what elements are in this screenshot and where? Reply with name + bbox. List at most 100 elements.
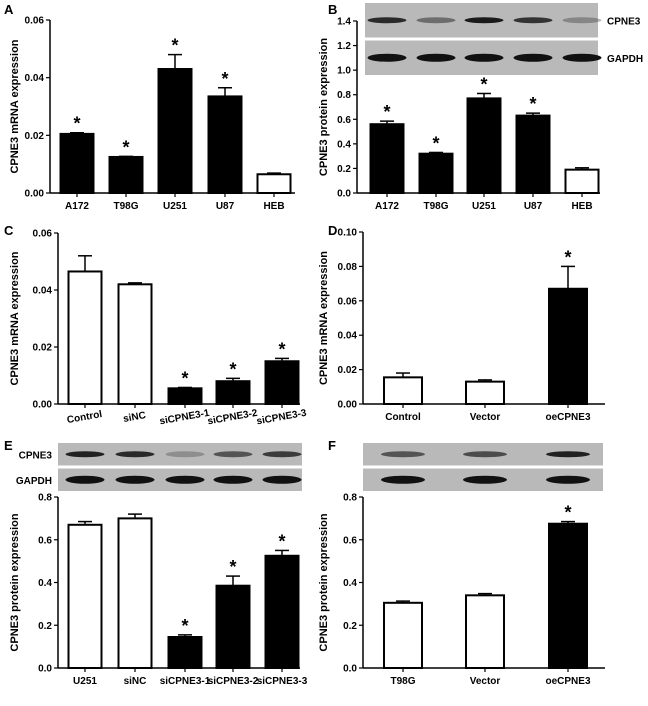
blot-band xyxy=(464,17,504,24)
y-tick-label: 0.04 xyxy=(25,73,45,84)
bar-a172 xyxy=(59,132,95,194)
y-tick-label: 0.00 xyxy=(33,400,53,411)
bar-t98g xyxy=(383,601,423,670)
x-tick-label: T98G xyxy=(113,201,138,212)
x-tick-label: siNC xyxy=(124,676,147,687)
bar-t98g xyxy=(418,152,454,194)
bar-u251 xyxy=(466,97,502,194)
y-axis-label: CPNE3 protein expression xyxy=(318,513,330,651)
blot-band xyxy=(416,17,456,24)
bar-vector xyxy=(465,594,505,670)
y-tick-label: 0.6 xyxy=(38,535,52,546)
bar-u87 xyxy=(207,95,243,194)
x-tick-label: oeCPNE3 xyxy=(545,412,590,423)
significance-star: * xyxy=(229,557,236,577)
bar-heb xyxy=(564,168,600,195)
x-tick-label: Vector xyxy=(470,412,501,423)
panel-label: E xyxy=(4,438,13,453)
x-tick-label: siNC xyxy=(122,410,146,425)
blot-band xyxy=(381,451,425,458)
x-tick-label: Vector xyxy=(470,676,501,687)
blot-band xyxy=(367,53,407,62)
y-tick-label: 0.02 xyxy=(33,343,53,354)
x-tick-label: Control xyxy=(385,412,421,423)
blot-band xyxy=(381,475,425,484)
panel-label: C xyxy=(4,223,14,238)
significance-star: * xyxy=(432,133,439,153)
blot-band xyxy=(464,53,504,62)
significance-star: * xyxy=(529,94,536,114)
y-tick-label: 0.04 xyxy=(33,286,53,297)
bar-sinc xyxy=(117,283,153,405)
y-tick-label: 0.2 xyxy=(337,164,351,175)
panel-d: D 0.00 0.02 0.04 0.06 0.08 0.10 CPNE3 mRNA expr… xyxy=(318,223,605,423)
x-tick-label: A172 xyxy=(65,201,89,212)
significance-star: * xyxy=(480,74,487,94)
y-tick-label: 1.4 xyxy=(337,17,351,28)
x-tick-label: siCPNE3-2 xyxy=(207,408,259,428)
y-tick-label: 0.0 xyxy=(337,189,351,200)
significance-star: * xyxy=(564,247,571,267)
bar-sicpne3-3 xyxy=(264,360,300,405)
panel-label: B xyxy=(328,2,337,17)
x-tick-label: U251 xyxy=(73,676,97,687)
blot-band xyxy=(262,475,302,484)
blot-band xyxy=(213,475,253,484)
y-tick-label: 0.10 xyxy=(338,228,358,239)
x-tick-label: siCPNE3-1 xyxy=(160,676,211,687)
blot-label-gapdh: GAPDH xyxy=(16,476,52,487)
y-tick-label: 0.06 xyxy=(33,229,53,240)
blot-band xyxy=(562,53,602,62)
y-axis-label: CPNE3 mRNA expression xyxy=(9,39,21,173)
y-tick-label: 0.0 xyxy=(38,664,52,675)
blot-band xyxy=(562,17,602,24)
y-axis-label: CPNE3 protein expression xyxy=(318,38,330,176)
blot-band xyxy=(165,475,205,484)
x-tick-label: HEB xyxy=(571,201,592,212)
blot-band xyxy=(367,17,407,24)
y-tick-label: 0.8 xyxy=(38,493,52,504)
y-tick-label: 0.2 xyxy=(38,621,52,632)
y-tick-label: 0.6 xyxy=(343,535,357,546)
x-tick-label: HEB xyxy=(263,201,284,212)
significance-star: * xyxy=(278,339,285,359)
bar-a172 xyxy=(369,123,405,194)
y-tick-label: 0.04 xyxy=(338,331,358,342)
significance-star: * xyxy=(383,102,390,122)
y-tick-label: 0.02 xyxy=(338,365,358,376)
bar-t98g xyxy=(108,155,144,194)
bar-sicpne3-1 xyxy=(167,387,203,406)
blot-band xyxy=(115,451,155,458)
blot-band xyxy=(213,451,253,458)
y-tick-label: 0.02 xyxy=(25,131,45,142)
blot-band xyxy=(65,475,105,484)
y-tick-label: 0.00 xyxy=(25,189,45,200)
x-tick-label: T98G xyxy=(423,201,448,212)
x-tick-label: siCPNE3-3 xyxy=(256,408,308,428)
significance-star: * xyxy=(181,616,188,636)
panel-label: D xyxy=(328,223,337,238)
significance-star: * xyxy=(278,531,285,551)
significance-star: * xyxy=(181,368,188,388)
bar-control xyxy=(383,376,423,405)
blot-band xyxy=(65,451,105,458)
x-tick-label: U251 xyxy=(472,201,496,212)
bar-oecpne3 xyxy=(548,287,588,406)
significance-star: * xyxy=(73,114,80,134)
significance-star: * xyxy=(171,36,178,56)
panel-c: C 0.00 0.02 0.04 0.06 CPNE3 mRNA expression Co… xyxy=(4,223,308,427)
x-tick-label: siCPNE3-1 xyxy=(159,408,211,428)
panel-e: E CPNE3 GAPDH 0.0 0.2 0.4 0.6 0.8 CPNE3 protein … xyxy=(4,438,308,687)
y-tick-label: 0.0 xyxy=(343,664,357,675)
y-axis-label: CPNE3 mRNA expression xyxy=(318,251,330,385)
y-tick-label: 0.06 xyxy=(338,296,358,307)
y-tick-label: 1.2 xyxy=(337,41,351,52)
y-tick-label: 0.00 xyxy=(338,400,358,411)
y-tick-label: 0.8 xyxy=(343,493,357,504)
significance-star: * xyxy=(564,503,571,523)
x-tick-label: A172 xyxy=(375,201,399,212)
x-tick-label: T98G xyxy=(390,676,415,687)
bar-control xyxy=(67,270,103,405)
bar-u87 xyxy=(515,114,551,194)
y-tick-label: 0.2 xyxy=(343,621,357,632)
